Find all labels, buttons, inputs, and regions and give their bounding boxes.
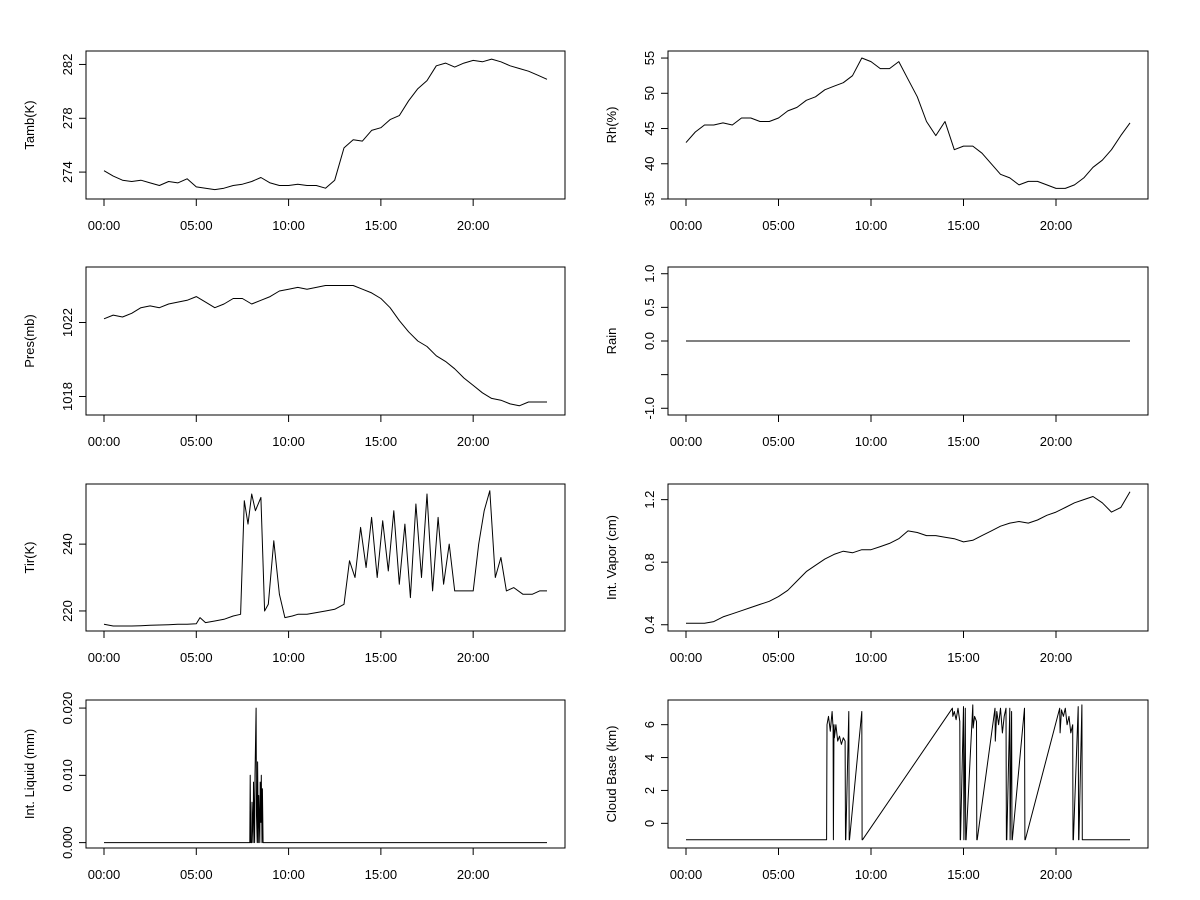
plot-frame (667, 699, 1149, 849)
x-tick-label: 05:00 (180, 650, 213, 665)
series-line (686, 491, 1131, 624)
panel-5: 220 240 00:00 05:00 10:00 15:00 20:00 Tir(K) (22, 483, 566, 665)
x-tick-label: 05:00 (762, 218, 795, 233)
y-tick-label: 220 (60, 600, 75, 622)
y-tick-label: 50 (642, 86, 657, 100)
y-axis-title: Tir(K) (22, 541, 37, 573)
y-axis-title: Int. Vapor (cm) (604, 515, 619, 600)
x-tick-label: 05:00 (180, 867, 213, 882)
x-tick-label: 15:00 (947, 650, 980, 665)
y-tick-label: 1.0 (642, 265, 657, 283)
x-tick-label: 00:00 (88, 650, 121, 665)
x-tick-label: 10:00 (272, 218, 305, 233)
y-axis-title: Tamb(K) (22, 100, 37, 149)
panel-7: 0.000 0.010 0.020 00:00 05:00 10:00 15:00 20:00… (22, 692, 566, 882)
y-axis-title: Cloud Base (km) (604, 726, 619, 823)
y-tick-label: 2 (642, 787, 657, 794)
x-tick-label: 20:00 (1040, 650, 1073, 665)
x-tick-label: 20:00 (457, 218, 490, 233)
x-tick-label: 15:00 (947, 218, 980, 233)
y-tick-label: 274 (60, 161, 75, 183)
x-tick-label: 20:00 (1040, 218, 1073, 233)
y-tick-label: 0.5 (642, 298, 657, 316)
plot-frame (85, 483, 566, 632)
y-tick-label: 6 (642, 721, 657, 728)
series-line (104, 707, 547, 844)
x-tick-label: 10:00 (855, 218, 888, 233)
x-tick-label: 10:00 (272, 650, 305, 665)
x-tick-label: 05:00 (762, 434, 795, 449)
x-tick-label: 05:00 (762, 867, 795, 882)
x-tick-label: 20:00 (457, 650, 490, 665)
x-tick-label: 15:00 (947, 867, 980, 882)
y-tick-label: 0 (642, 820, 657, 827)
series-line (686, 704, 1130, 841)
x-tick-label: 05:00 (762, 650, 795, 665)
y-tick-label: 45 (642, 121, 657, 135)
panel-4: -1.0 0.0 0.5 1.0 00:00 05:00 10:00 15:00 20:00 Ra… (604, 265, 1149, 449)
panel-1: 274 278 282 00:00 05:00 10:00 15:00 20:00 Tamb(K… (22, 50, 566, 233)
y-tick-label: 40 (642, 157, 657, 171)
y-axis-title: Int. Liquid (mm) (22, 729, 37, 819)
x-tick-label: 00:00 (670, 218, 703, 233)
plot-frame (667, 483, 1149, 632)
x-tick-label: 15:00 (365, 218, 398, 233)
y-tick-label: 0.8 (642, 553, 657, 571)
y-tick-label: 55 (642, 51, 657, 65)
y-axis-title: Pres(mb) (22, 314, 37, 367)
x-tick-label: 10:00 (855, 434, 888, 449)
panel-3: 1018 1022 00:00 05:00 10:00 15:00 20:00 Pres(mb… (22, 266, 566, 449)
x-tick-label: 00:00 (88, 218, 121, 233)
x-tick-label: 20:00 (1040, 867, 1073, 882)
y-axis-title: Rh(%) (604, 107, 619, 144)
x-tick-label: 15:00 (947, 434, 980, 449)
y-tick-label: 35 (642, 192, 657, 206)
x-tick-label: 20:00 (457, 434, 490, 449)
y-tick-label: 1.2 (642, 491, 657, 509)
x-tick-label: 10:00 (272, 867, 305, 882)
series-line (103, 490, 547, 627)
y-tick-label: -1.0 (642, 397, 657, 419)
series-line (103, 58, 548, 191)
y-tick-label: 4 (642, 754, 657, 761)
y-axis-title: Rain (604, 328, 619, 355)
x-tick-label: 10:00 (855, 650, 888, 665)
plot-frame (667, 50, 1149, 200)
y-tick-label: 240 (60, 533, 75, 555)
x-tick-label: 05:00 (180, 434, 213, 449)
plot-frame (85, 266, 566, 416)
x-tick-label: 20:00 (1040, 434, 1073, 449)
plot-frame (85, 50, 566, 200)
y-tick-label: 278 (60, 107, 75, 129)
x-tick-label: 20:00 (457, 867, 490, 882)
y-tick-label: 1018 (60, 382, 75, 411)
y-tick-label: 0.000 (60, 826, 75, 859)
x-tick-label: 00:00 (670, 434, 703, 449)
x-tick-label: 00:00 (88, 434, 121, 449)
y-tick-label: 0.010 (60, 759, 75, 792)
panel-8: 0 2 4 6 00:00 05:00 10:00 15:00 20:00 Cloud Base … (604, 699, 1149, 882)
x-tick-label: 00:00 (670, 650, 703, 665)
x-tick-label: 10:00 (855, 867, 888, 882)
x-tick-label: 00:00 (88, 867, 121, 882)
y-tick-label: 0.020 (60, 692, 75, 725)
x-tick-label: 05:00 (180, 218, 213, 233)
panel-2: 35 40 45 50 55 00:00 05:00 10:00 15:00 20:00 Rh(%) (604, 50, 1149, 233)
x-tick-label: 15:00 (365, 434, 398, 449)
series-line (103, 285, 547, 407)
x-tick-label: 00:00 (670, 867, 703, 882)
y-tick-label: 0.4 (642, 616, 657, 634)
x-tick-label: 15:00 (365, 867, 398, 882)
y-tick-label: 282 (60, 54, 75, 76)
panel-6: 0.4 0.8 1.2 00:00 05:00 10:00 15:00 20:00 Int. V… (604, 483, 1149, 665)
y-tick-label: 0.0 (642, 332, 657, 350)
series-line (685, 57, 1131, 189)
x-tick-label: 15:00 (365, 650, 398, 665)
x-tick-label: 10:00 (272, 434, 305, 449)
y-tick-label: 1022 (60, 308, 75, 337)
plot-frame (85, 699, 566, 849)
